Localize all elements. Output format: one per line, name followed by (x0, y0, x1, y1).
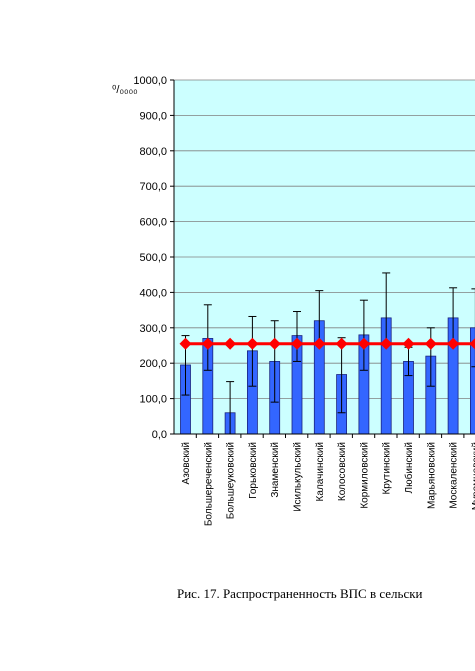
y-tick-label: 400,0 (139, 287, 167, 299)
average-line (179, 337, 475, 350)
x-tick-label: Марьяновский (426, 442, 437, 509)
y-tick-label: 200,0 (139, 358, 167, 370)
x-tick-label: Муромцевский (471, 442, 475, 510)
average-line-marker (268, 337, 281, 350)
x-tick-label: Большеуковский (226, 442, 237, 519)
y-axis-unit-label: ⁰/₀₀₀₀ (112, 84, 138, 96)
x-tick-labels: Азовский Большереченский Большеуковский Гор… (181, 442, 475, 526)
average-line-marker (424, 337, 437, 350)
average-line-marker (402, 337, 415, 350)
x-tick-label: Знаменский (270, 442, 281, 498)
average-line-marker (380, 337, 393, 350)
x-tick-label: Колосовский (337, 442, 348, 501)
x-tick-label: Горьковский (248, 442, 259, 499)
average-line-marker (246, 337, 259, 350)
average-line-marker (313, 337, 326, 350)
y-tick-label: 600,0 (139, 217, 167, 229)
y-tick-label: 1000,0 (133, 75, 167, 87)
y-tick-label: 700,0 (139, 181, 167, 193)
average-line-marker (291, 337, 303, 350)
error-bars (181, 272, 475, 435)
average-line-marker (447, 337, 460, 350)
y-tick-label: 900,0 (139, 110, 167, 122)
average-line-marker (224, 337, 237, 350)
axes (170, 79, 475, 438)
average-line-marker (201, 337, 214, 350)
x-tick-label: Крутинский (382, 442, 393, 495)
bar (469, 327, 475, 435)
y-tick-label: 800,0 (139, 146, 167, 158)
x-tick-label: Кормиловский (359, 442, 370, 509)
average-line-marker (357, 337, 370, 350)
x-tick-label: Азовский (181, 442, 192, 484)
x-tick-label: Большереченский (203, 442, 214, 526)
x-tick-label: Исилькульский (293, 442, 304, 512)
x-tick-label: Калачинский (315, 442, 326, 501)
figure-caption: Рис. 17. Распространенность ВПС в сельск… (177, 586, 423, 601)
average-line-marker (179, 337, 192, 350)
y-tick-label: 300,0 (139, 323, 167, 335)
y-tick-label: 0,0 (152, 429, 167, 441)
average-line-marker (469, 338, 475, 350)
x-tick-label: Москаленский (449, 442, 460, 509)
x-tick-label: Любинский (403, 442, 415, 493)
average-line-marker (335, 337, 348, 350)
y-tick-label: 100,0 (139, 394, 167, 406)
y-tick-label: 500,0 (139, 252, 167, 264)
y-tick-labels: 0,0 100,0 200,0 300,0 400,0 500,0 600,0 700,0 80… (133, 75, 167, 441)
